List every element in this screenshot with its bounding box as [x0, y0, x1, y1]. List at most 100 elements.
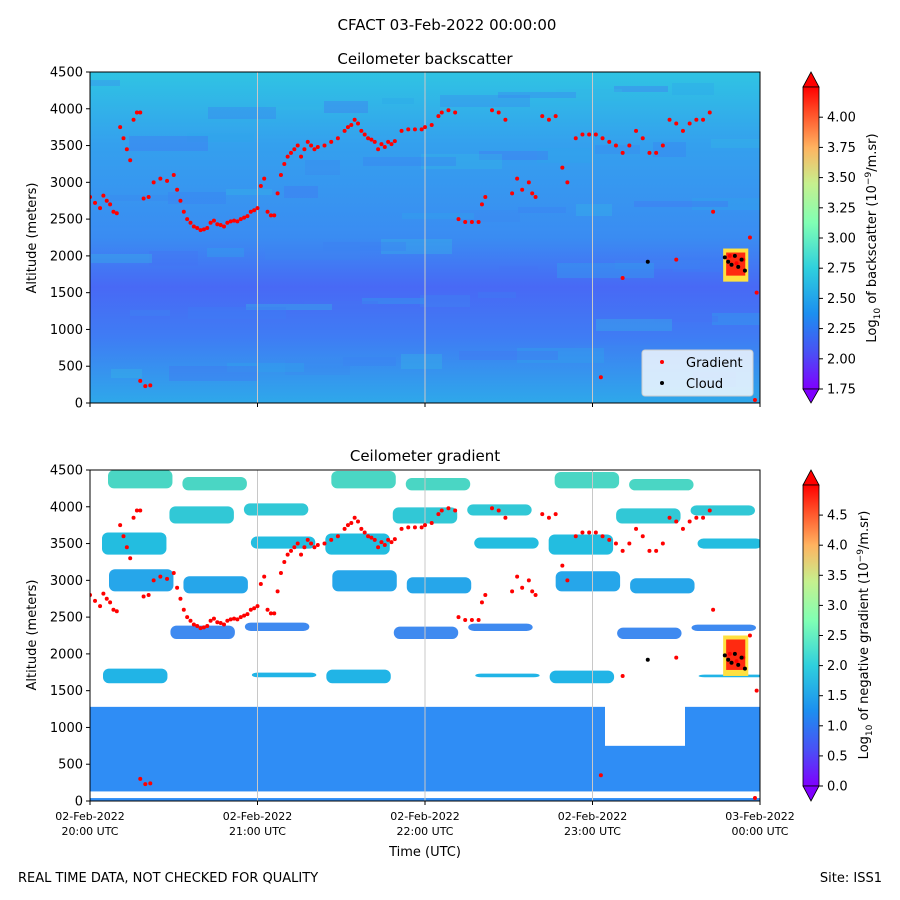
gradient-point: [108, 202, 113, 207]
gradient-point: [312, 545, 317, 550]
backscatter-streak: [91, 254, 152, 263]
gradient-point: [175, 585, 180, 590]
gradient-point: [158, 574, 163, 579]
gradient-point: [181, 607, 186, 612]
cloud-point: [736, 662, 741, 667]
gradient-point: [707, 110, 712, 115]
gradient-point: [101, 591, 106, 596]
gradient-colorbar-min-arrow: [802, 785, 820, 802]
gradient-band-segment: [548, 534, 614, 555]
gradient-point: [258, 184, 263, 189]
backscatter-streak: [498, 92, 576, 98]
cloud-point: [729, 262, 734, 267]
gradient-point: [345, 125, 350, 130]
gradient-point: [111, 607, 116, 612]
gradient-point: [356, 121, 360, 126]
colorbar-tick-label: 2.75: [827, 262, 856, 277]
gradient-bands: [90, 470, 760, 801]
backscatter-streak: [284, 186, 318, 198]
cloud-point: [722, 255, 727, 260]
gradient-point: [469, 220, 474, 225]
gradient-panel: Ceilometer gradient 0 500 1000 1500 2000 2500…: [25, 447, 875, 860]
backscatter-streak: [556, 89, 622, 101]
legend-cloud-label: Cloud: [686, 377, 723, 392]
gradient-point: [680, 526, 685, 531]
backscatter-y-axis: 0 500 1000 1500 2000 2500 3000 3500 4000 4500: [50, 66, 90, 412]
backscatter-streak: [478, 292, 516, 298]
gradient-point: [620, 673, 625, 678]
gradient-band-segment: [691, 624, 756, 631]
gradient-point: [118, 125, 123, 130]
cloud-point: [645, 259, 650, 264]
gradient-point: [423, 125, 427, 130]
gradient-point: [620, 548, 625, 553]
gradient-point: [278, 172, 283, 177]
backscatter-streak: [285, 360, 350, 375]
y-tick-label: 0: [75, 397, 83, 412]
gradient-point: [134, 110, 139, 115]
gradient-point: [483, 593, 488, 598]
backscatter-streak: [517, 348, 604, 363]
y-tick-label: 2000: [50, 647, 83, 662]
gradient-band-segment: [326, 669, 391, 684]
gradient-point: [386, 537, 391, 542]
gradient-point: [146, 593, 151, 598]
gradient-point: [436, 512, 441, 517]
gradient-point: [232, 616, 237, 621]
backscatter-title: Ceilometer backscatter: [337, 50, 513, 68]
gradient-point: [647, 548, 652, 553]
gradient-point: [165, 576, 170, 581]
y-tick-label: 3500: [50, 537, 83, 552]
gradient-point: [292, 147, 297, 152]
backscatter-streak: [111, 369, 142, 378]
gradient-y-label: Altitude (meters): [25, 580, 40, 691]
gradient-point: [302, 545, 307, 550]
gradient-point: [580, 530, 585, 535]
gradient-point: [613, 143, 618, 148]
gradient-point: [546, 515, 551, 520]
gradient-point: [305, 537, 310, 542]
gradient-point: [362, 530, 367, 535]
gradient-point: [707, 508, 712, 513]
backscatter-streak: [576, 204, 612, 216]
gradient-point: [262, 176, 267, 181]
gradient-point: [580, 132, 585, 137]
gradient-point: [285, 552, 290, 557]
gradient-point: [476, 618, 481, 623]
gradient-point: [128, 556, 133, 561]
gradient-point: [667, 515, 672, 520]
footer-site: Site: ISS1: [820, 871, 882, 886]
gradient-band-segment: [690, 505, 755, 516]
gradient-point: [143, 384, 148, 389]
cloud-point: [726, 259, 731, 264]
gradient-point: [379, 540, 384, 545]
cloud-point: [729, 660, 734, 665]
legend: Gradient Cloud: [641, 349, 754, 397]
x-tick-label-date: 02-Feb-2022: [390, 810, 459, 823]
gradient-point: [382, 543, 387, 548]
gradient-point: [238, 217, 243, 222]
gradient-point: [399, 526, 404, 531]
x-tick-label-date: 02-Feb-2022: [55, 810, 124, 823]
gradient-point: [275, 589, 280, 594]
gradient-point: [305, 139, 310, 144]
gradient-point: [752, 796, 757, 801]
gradient-point: [359, 128, 364, 133]
gradient-point: [369, 137, 374, 142]
gradient-point: [463, 618, 468, 623]
gradient-point: [530, 589, 535, 594]
gradient-point: [124, 147, 129, 152]
gradient-point: [640, 534, 645, 539]
gradient-point: [752, 398, 757, 403]
gradient-point: [647, 150, 652, 155]
gradient-point: [598, 375, 603, 380]
colorbar-tick-label: 1.5: [827, 689, 848, 704]
gradient-point: [272, 611, 277, 616]
colorbar-tick-label: 3.25: [827, 201, 856, 216]
x-tick-label-date: 02-Feb-2022: [558, 810, 627, 823]
gradient-point: [607, 139, 612, 144]
gradient-band-segment: [251, 672, 317, 678]
gradient-point: [248, 607, 253, 612]
gradient-point: [245, 214, 250, 219]
